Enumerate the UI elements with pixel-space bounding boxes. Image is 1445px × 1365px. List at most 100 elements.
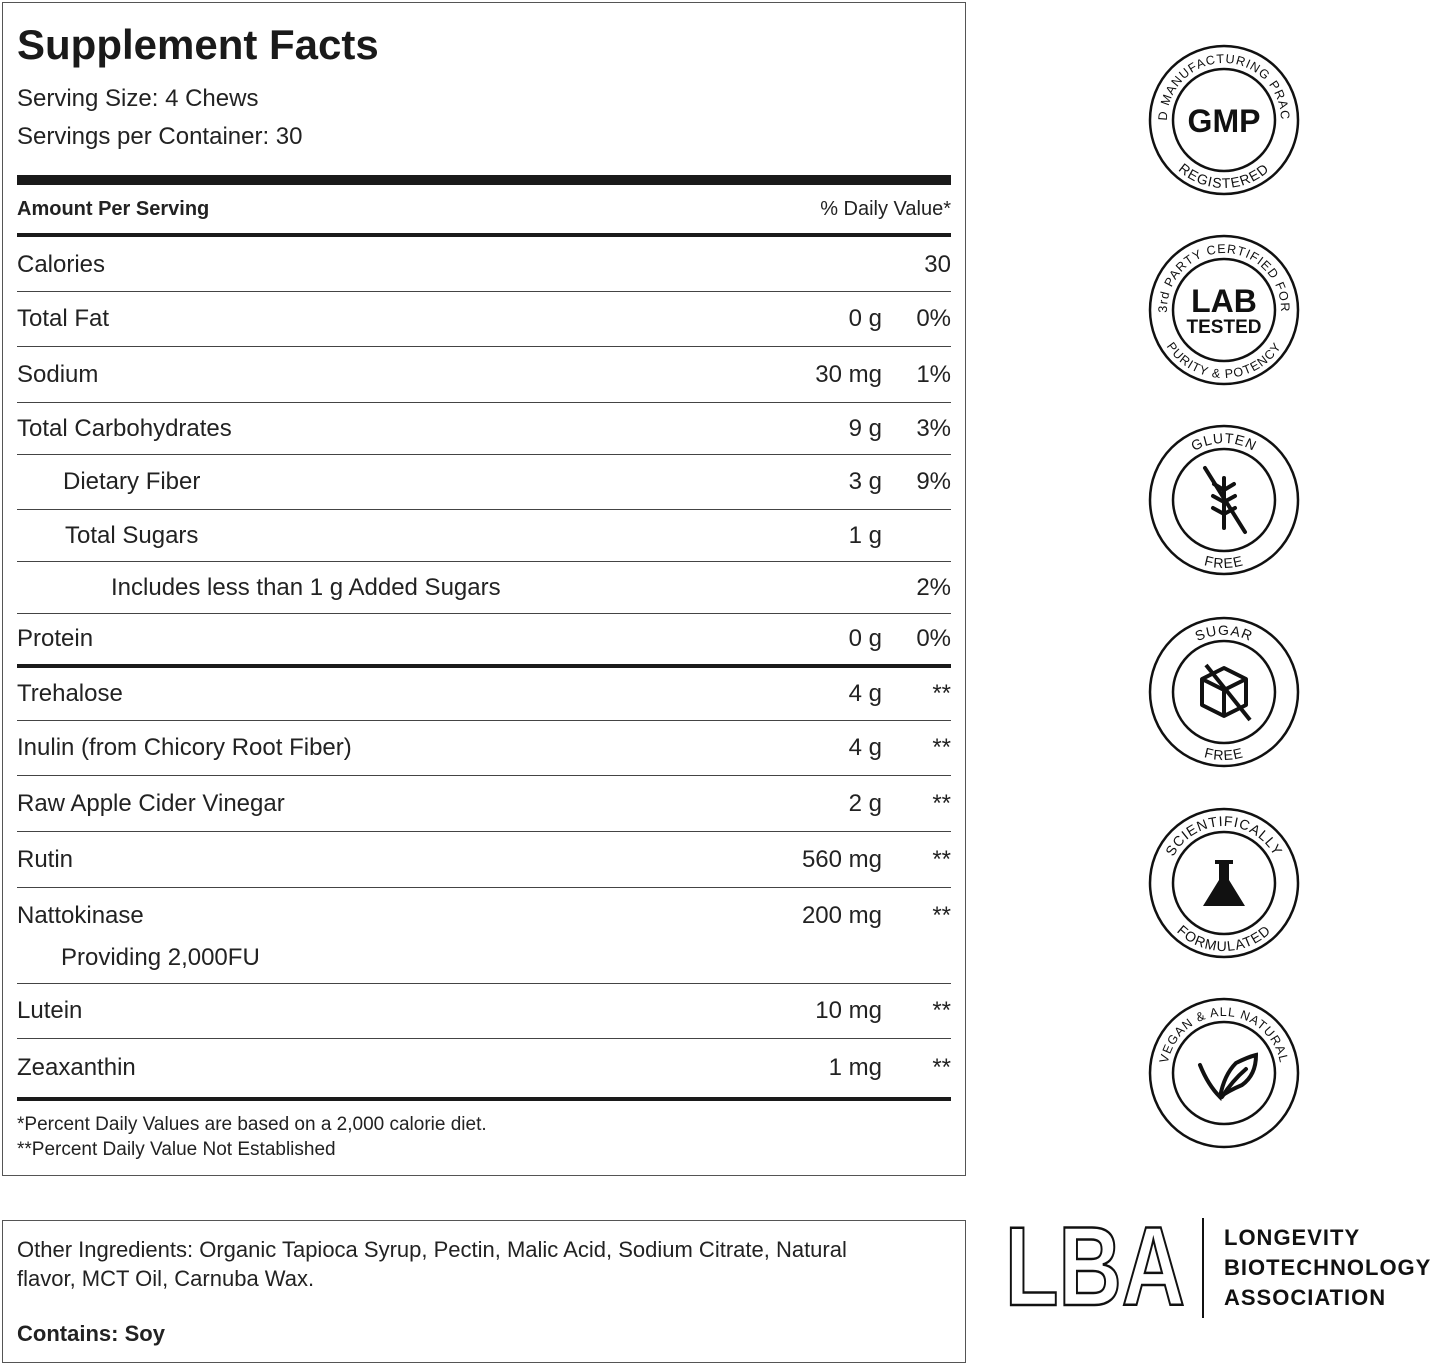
daily-value: 0% xyxy=(916,305,951,332)
badge-outer-ring xyxy=(1148,807,1300,959)
row: Nattokinase 200 mg ** Providing 2,000FU xyxy=(17,888,951,984)
badge-outer-ring xyxy=(1148,616,1300,768)
amount: 200 mg xyxy=(801,902,882,929)
daily-value: 1% xyxy=(916,360,951,388)
supplement-facts-panel: Supplement Facts Serving Size: 4 Chews S… xyxy=(2,2,966,1176)
badge-top-text: 3rd PARTY CERTIFIED FOR xyxy=(1156,242,1291,313)
ingredient-note: Providing 2,000FU xyxy=(61,944,260,971)
lba-logo: LBA LONGEVITY BIOTECHNOLOGY ASSOCIATION xyxy=(1004,1203,1431,1331)
badge: 3rd PARTY CERTIFIED FOR PURITY & POTENCY xyxy=(1148,234,1300,386)
logo-name: ASSOCIATION xyxy=(1224,1285,1386,1310)
amount: 2 g xyxy=(848,789,882,817)
nutrient: Calories xyxy=(17,250,106,278)
thick-rule xyxy=(17,175,951,185)
badge-center-text: GMP xyxy=(1188,103,1261,139)
badge-arc-text: REGISTERED xyxy=(1176,160,1272,191)
amount: 0 g xyxy=(848,305,882,332)
badge-outer-ring xyxy=(1148,234,1300,386)
badge-center-text: LAB xyxy=(1191,283,1257,319)
daily-value: ** xyxy=(932,902,951,929)
title: Supplement Facts xyxy=(17,21,379,68)
daily-value: ** xyxy=(932,845,951,873)
ingredient: Rutin xyxy=(17,845,74,873)
badge-top-text: SUGAR xyxy=(1193,622,1255,644)
row: Lutein 10 mg ** xyxy=(17,984,951,1039)
ingredient: Zeaxanthin xyxy=(17,1054,136,1081)
row: Total Carbohydrates 9 g 3% xyxy=(17,403,951,455)
logo-name: BIOTECHNOLOGY xyxy=(1224,1255,1431,1280)
daily-value: ** xyxy=(932,680,951,707)
badge-arc-text: FORMULATED xyxy=(1174,922,1273,954)
badge-arc-text: VEGAN & ALL NATURAL xyxy=(1157,1005,1291,1064)
row: Rutin 560 mg ** xyxy=(17,832,951,888)
badge-center-text: TESTED xyxy=(1187,317,1262,338)
badge-arc-text: GLUTEN xyxy=(1188,430,1259,454)
contains-value: Soy xyxy=(124,1321,165,1346)
badge: VEGAN & ALL NATURAL xyxy=(1148,997,1300,1149)
daily-value: 2% xyxy=(916,573,951,601)
amount: 4 g xyxy=(848,734,882,761)
badge-inner-ring xyxy=(1171,639,1277,745)
badge-bottom-text: PURITY & POTENCY xyxy=(1164,340,1283,381)
other-ingredients: Other Ingredients: Organic Tapioca Syrup… xyxy=(17,1237,847,1291)
badge-top-text: GLUTEN xyxy=(1188,430,1258,454)
row: Total Sugars 1 g xyxy=(17,510,951,562)
ingredient: Inulin (from Chicory Root Fiber) xyxy=(17,734,352,761)
row: Trehalose 4 g ** xyxy=(17,668,951,721)
badge-icons: GMP LAB TESTED xyxy=(1187,103,1262,1102)
amount: 0 g xyxy=(848,625,882,652)
ingredient: Lutein xyxy=(17,997,83,1024)
cube-icon xyxy=(1200,663,1252,722)
nutrient: Includes less than 1 g Added Sugars xyxy=(111,573,501,601)
badge-arc-text: FREE xyxy=(1203,552,1245,571)
amount: 30 mg xyxy=(815,360,882,388)
badge-top-text: VEGAN & ALL NATURAL xyxy=(1157,1005,1290,1064)
badge-bottom-text: FORMULATED xyxy=(1174,922,1272,954)
row: Includes less than 1 g Added Sugars 2% xyxy=(17,562,951,614)
contains-label: Contains: xyxy=(17,1321,119,1346)
footnote: **Percent Daily Value Not Established xyxy=(17,1139,336,1160)
row: Protein 0 g 0% xyxy=(17,614,951,668)
amount: 9 g xyxy=(848,414,882,442)
badge-outer-ring xyxy=(1148,997,1300,1149)
badge-inner-ring xyxy=(1171,830,1277,936)
badge: SCIENTIFICALLY FORMULATED xyxy=(1148,807,1300,959)
amount: 1 mg xyxy=(828,1054,882,1081)
daily-value: 0% xyxy=(916,625,951,652)
badge-arc-text: FREE xyxy=(1203,744,1245,763)
wheat-icon xyxy=(1203,466,1247,534)
amount: 10 mg xyxy=(815,997,882,1024)
badge-bottom-text: FREE xyxy=(1203,744,1244,763)
logo-name: LONGEVITY xyxy=(1224,1225,1360,1250)
row: Raw Apple Cider Vinegar 2 g ** xyxy=(17,776,951,832)
badge-inner-ring xyxy=(1171,447,1277,553)
daily-value: 9% xyxy=(916,468,951,495)
badge-outer-ring xyxy=(1148,424,1300,576)
ingredient: Nattokinase xyxy=(17,902,144,929)
logo-mark: LBA xyxy=(1005,1204,1185,1329)
ingredient: Raw Apple Cider Vinegar xyxy=(17,789,285,817)
daily-value: 3% xyxy=(916,414,951,442)
nutrient-rows: Calories 30 Total Fat 0 g 0% Sodium 30 mg 1% … xyxy=(17,238,951,1101)
badge-inner-ring xyxy=(1171,67,1277,173)
nutrient: Sodium xyxy=(17,360,99,388)
daily-value: ** xyxy=(932,734,951,761)
nutrient: Total Sugars xyxy=(65,521,199,549)
badge-arc-text: SCIENTIFICALLY xyxy=(1162,813,1286,859)
daily-value-header: % Daily Value* xyxy=(820,198,951,220)
nutrient: Total Carbohydrates xyxy=(17,414,232,442)
servings-per-container: Servings per Container: 30 xyxy=(17,123,303,150)
daily-value: ** xyxy=(932,997,951,1024)
nutrient: Protein xyxy=(17,625,94,652)
badge-outer-ring xyxy=(1148,44,1300,196)
amount: 1 g xyxy=(848,521,882,549)
row: Total Fat 0 g 0% xyxy=(17,292,951,347)
badge-bottom-text: REGISTERED xyxy=(1176,160,1271,191)
rule xyxy=(17,233,951,237)
amount: 560 mg xyxy=(801,845,882,873)
row: Sodium 30 mg 1% xyxy=(17,347,951,403)
amount: 4 g xyxy=(848,680,882,707)
row: Dietary Fiber 3 g 9% xyxy=(17,455,951,510)
badge-top-text: SCIENTIFICALLY xyxy=(1162,813,1285,859)
footnote: *Percent Daily Values are based on a 2,0… xyxy=(17,1114,487,1135)
